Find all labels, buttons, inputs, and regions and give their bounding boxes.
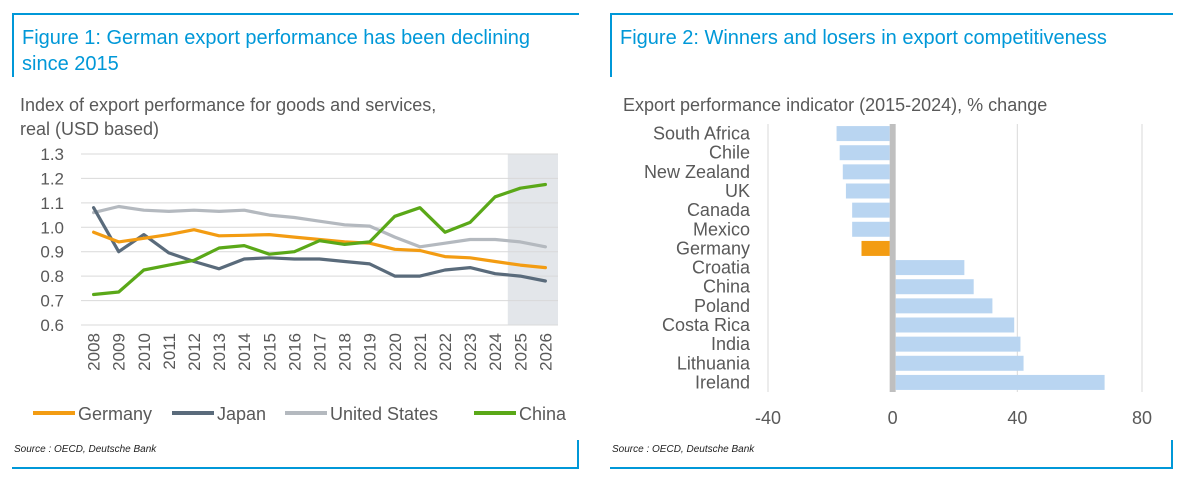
x-tick-label: -40 — [755, 408, 781, 428]
figure1-line-chart: 0.6 0.7 0.8 0.9 1.0 1.1 1.2 1.3 2008 2009 2010 2011… — [33, 145, 567, 424]
figure1-panel: Figure 1: German export performance has … — [12, 13, 579, 469]
x-tick-label: 2014 — [235, 333, 254, 371]
bar — [845, 183, 890, 199]
y-tick-label: 1.0 — [40, 218, 64, 237]
x-tick-label: 2017 — [311, 333, 330, 371]
y-tick-label: 0.9 — [40, 243, 64, 262]
x-tick-label: 2021 — [411, 333, 430, 371]
figure2-top-rule — [610, 13, 1173, 15]
figure2-bottom-rule — [610, 467, 1173, 469]
x-tick-label: 2013 — [210, 333, 229, 371]
figure1-bottom-rule — [12, 467, 579, 469]
series-line-japan — [91, 206, 548, 283]
bar — [895, 317, 1015, 333]
y-tick-label: 1.2 — [40, 169, 64, 188]
legend-label: China — [519, 404, 567, 424]
figure2-source: Source : OECD, Deutsche Bank — [612, 444, 755, 455]
x-tick-label: 2010 — [135, 333, 154, 371]
bar — [895, 279, 974, 295]
y-tick-label: 0.6 — [40, 316, 64, 335]
x-tick-label: 2023 — [461, 333, 480, 371]
zero-axis — [889, 124, 896, 392]
bar — [839, 145, 890, 161]
y-tick-label: 0.8 — [40, 267, 64, 286]
category-label: New Zealand — [644, 162, 750, 182]
category-label: UK — [725, 181, 750, 201]
series-line-united-states — [91, 204, 548, 249]
bar — [895, 355, 1024, 371]
x-tick-label: 2008 — [85, 333, 104, 371]
x-tick-label: 2012 — [185, 333, 204, 371]
figure2-panel: Figure 2: Winners and losers in export c… — [596, 0, 1178, 484]
bar — [836, 126, 890, 142]
x-tick-label: 0 — [888, 408, 898, 428]
y-tick-label: 1.3 — [40, 145, 64, 164]
forecast-shade — [507, 154, 558, 325]
bar — [861, 240, 890, 256]
category-label: China — [703, 277, 751, 297]
x-tick-label: 2015 — [260, 333, 279, 371]
category-label: Mexico — [693, 219, 750, 239]
legend-label: Germany — [78, 404, 152, 424]
bar — [895, 298, 993, 314]
figure2-title: Figure 2: Winners and losers in export c… — [620, 27, 1107, 49]
category-label: Lithuania — [677, 353, 751, 373]
figure1-subtitle-line2: real (USD based) — [20, 119, 160, 139]
category-label: Germany — [676, 238, 750, 258]
category-label: South Africa — [653, 124, 751, 144]
bar — [852, 221, 890, 237]
x-tick-label: 2025 — [511, 333, 530, 371]
figure2-left-rule — [610, 13, 612, 77]
bar — [842, 164, 890, 180]
y-tick-label: 0.7 — [40, 292, 64, 311]
figure1-right-rule — [577, 440, 579, 469]
x-tick-label: 2024 — [486, 333, 505, 371]
legend-label: United States — [330, 404, 438, 424]
figure2-subtitle: Export performance indicator (2015-2024)… — [623, 95, 1048, 115]
x-tick-label: 2016 — [285, 333, 304, 371]
category-label: Ireland — [695, 372, 750, 392]
y-tick-label: 1.1 — [40, 194, 64, 213]
x-tick-label: 2011 — [160, 333, 179, 370]
bar — [895, 260, 965, 276]
x-tick-label: 2009 — [110, 333, 129, 371]
figure2-right-rule — [1171, 440, 1173, 469]
category-label: Canada — [687, 200, 751, 220]
category-label: Poland — [694, 296, 750, 316]
x-tick-label: 2022 — [436, 333, 455, 371]
category-label: Costa Rica — [662, 315, 751, 335]
legend-label: Japan — [217, 404, 266, 424]
category-label: India — [711, 334, 751, 354]
x-tick-label: 80 — [1132, 408, 1152, 428]
category-label: Chile — [709, 143, 750, 163]
figure1-left-rule — [12, 13, 14, 77]
bar — [852, 202, 890, 218]
figure1-top-rule — [12, 13, 579, 15]
x-tick-label: 2020 — [386, 333, 405, 371]
x-tick-label: 40 — [1007, 408, 1027, 428]
bar — [895, 374, 1105, 390]
x-tick-label: 2019 — [361, 333, 380, 371]
x-tick-label: 2026 — [536, 333, 555, 371]
series-line-china — [91, 182, 548, 297]
figure1-source: Source : OECD, Deutsche Bank — [14, 444, 157, 455]
bar — [895, 336, 1021, 352]
figure1-title: Figure 1: German export performance has … — [22, 27, 531, 75]
figure1-subtitle-line1: Index of export performance for goods an… — [20, 95, 437, 115]
x-tick-label: 2018 — [336, 333, 355, 371]
category-label: Croatia — [692, 258, 751, 278]
